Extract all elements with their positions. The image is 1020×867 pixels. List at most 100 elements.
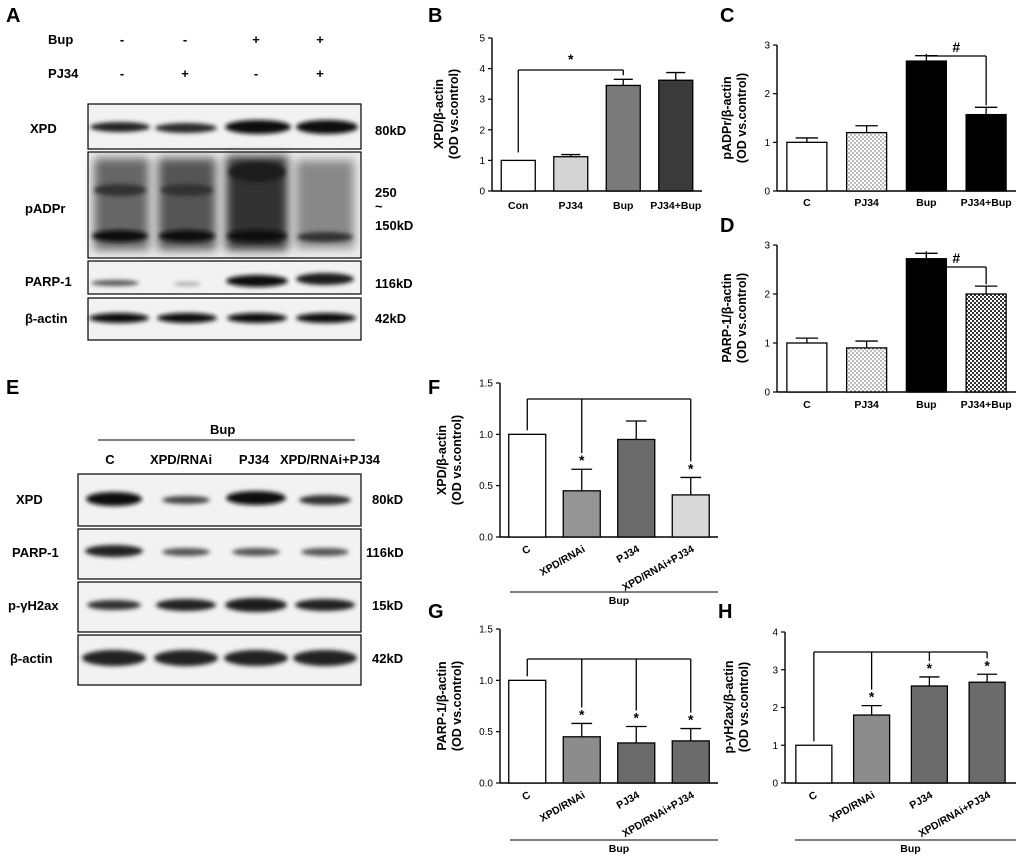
bar-h-c [795,744,833,784]
y-axis-label-b-line-2: (OD vs.control) [447,69,461,159]
blot-label-e-bactin: β-actin [10,651,53,666]
panel-letter-d: D [720,215,734,237]
bar-g-pj34 [617,742,656,784]
error-bar-b-bup [613,78,633,86]
y-tick-label-c-0: 0 [764,187,770,198]
panel-letter-c: C [720,5,734,27]
y-axis-label-h: p-γH2ax/β-actin(OD vs.control) [722,660,751,753]
bar-f-c [508,433,547,538]
chart-f: F 0.0 0.5 1.0 1.5 XPD/β-actin(OD vs.control) C… [428,377,718,607]
y-tick-label-d-0: 0 [764,388,770,399]
bar-f-xpd-rnai-pj34 [671,494,710,538]
blot-size-xpd: 80kD [375,123,406,138]
lane-label-xpd-rnai-pj34: XPD/RNAi+PJ34 [280,452,381,467]
error-bar-b-pj34-bup [666,71,686,81]
y-tick-label-b-3: 3 [479,95,485,106]
y-tick-label-f-2: 1.0 [479,430,493,441]
blot-size-e-bactin: 42kD [372,651,403,666]
sign-pj34-lane-4: + [316,66,324,81]
blot-bands-e-bactin [82,650,357,666]
lane-label-pj34: PJ34 [239,452,270,467]
x-tick-label-h-c: C [807,789,820,803]
bar-b-pj34 [553,156,589,192]
chart-c: C 0 1 2 3 pADPr/β-actin(OD vs.control) C PJ34 Bu… [720,5,1016,209]
x-tick-label-d-c: C [803,399,811,411]
y-axis-label-g: PARP-1/β-actin(OD vs.control) [435,661,464,751]
y-tick-label-b-5: 5 [479,34,485,45]
bar-d-pj34-bup [965,293,1007,393]
y-tick-label-b-0: 0 [479,187,485,198]
y-axis-label-b: XPD/β-actin(OD vs.control) [432,69,461,159]
blot-bands-padpr [92,156,354,250]
x-tick-label-f-c: C [520,543,533,557]
blot-size-padpr-line-2: ~ [375,199,383,214]
treatment-signs: - - + + - + - + [120,32,324,81]
error-bar-d-c [795,337,819,343]
significance-g: * * * [526,658,694,728]
x-tick-label-f-xpd-rnai: XPD/RNAi [538,543,588,579]
significance-c: # [925,39,987,106]
x-tick-label-g-xpd-rnai: XPD/RNAi [538,789,588,825]
panel-letter-b: B [428,5,442,27]
y-axis-label-h-line-1: p-γH2ax/β-actin [722,660,736,753]
x-tick-label-b-con: Con [508,200,528,212]
bar-g-xpd-rnai-pj34 [671,740,710,784]
panel-a: A Bup PJ34 - - + + - + - + [6,5,413,341]
chart-h: H 0 1 2 3 4 p-γH2ax/β-actin(OD vs.control) C XPD… [718,601,1016,855]
x-tick-label-b-bup: Bup [613,200,633,212]
blot-size-e-xpd: 80kD [372,492,403,507]
y-axis-label-d: PARP-1/β-actin(OD vs.control) [720,273,749,363]
blot-label-e-xpd: XPD [16,492,43,507]
significance-b: * [517,51,624,153]
y-axis-label-c-line-2: (OD vs.control) [735,73,749,163]
sign-bup-lane-4: + [316,32,324,47]
sign-pj34-lane-2: + [181,66,189,81]
error-bar-h-xpd-rnai [861,704,882,716]
sig-symbol-h-2: * [927,660,933,676]
error-bar-c-pj34 [855,125,878,133]
y-tick-label-d-1: 1 [764,339,770,350]
error-bar-f-pj34 [625,420,647,440]
y-tick-label-f-3: 1.5 [479,379,493,390]
y-tick-label-h-3: 3 [772,665,778,676]
bar-c-bup [905,60,948,192]
error-bar-c-c [795,137,819,143]
blot-bands-e-xpd [86,491,351,506]
sign-pj34-lane-1: - [120,66,124,81]
error-bar-f-xpd-rnai [571,468,593,491]
y-axis-label-c-line-1: pADPr/β-actin [720,76,734,159]
y-axis-label-f-line-2: (OD vs.control) [450,415,464,505]
bar-d-bup [905,258,948,393]
y-axis-label-c: pADPr/β-actin(OD vs.control) [720,73,749,163]
significance-f: ** [526,398,694,476]
blot-label-bactin: β-actin [25,311,68,326]
y-tick-label-g-0: 0.0 [479,779,493,790]
group-label-f: Bup [609,595,629,607]
y-tick-label-g-1: 0.5 [479,727,493,738]
y-axis-label-f: XPD/β-actin(OD vs.control) [435,415,464,505]
chart-b: B 0 1 2 3 4 5 XPD/β-actin(OD vs.control) Con PJ34… [428,5,702,212]
y-tick-label-c-2: 2 [764,89,770,100]
chart-g: G 0.0 0.5 1.0 1.5 PARP-1/β-actin(OD vs.contro… [428,601,718,855]
x-tick-label-c-c: C [803,197,811,209]
x-tick-label-h-xpd-rnai: XPD/RNAi [828,789,878,825]
blot-bands-bactin [89,313,356,323]
sig-symbol-g-3: * [688,712,694,728]
group-label-bup: Bup [210,422,235,437]
bar-h-xpd-rnai [852,714,891,784]
y-tick-label-h-4: 4 [772,628,778,639]
y-axis-label-g-line-2: (OD vs.control) [450,661,464,751]
x-tick-label-b-pj34: PJ34 [558,200,583,212]
x-tick-label-h-pj34: PJ34 [908,789,935,812]
y-tick-label-c-1: 1 [764,138,770,149]
sig-symbol-g-1: * [579,706,585,722]
panel-letter-a: A [6,5,20,27]
error-bar-h-xpd-rnai-pj34 [977,673,998,683]
blot-size-padpr-line-1: 250 [375,185,397,200]
blot-label-e-h2ax: p-γH2ax [8,598,59,613]
group-label-h: Bup [900,843,920,855]
blot-bands-parp1 [91,273,354,287]
sig-symbol-b-1: * [568,51,574,67]
y-tick-label-b-2: 2 [479,125,485,136]
